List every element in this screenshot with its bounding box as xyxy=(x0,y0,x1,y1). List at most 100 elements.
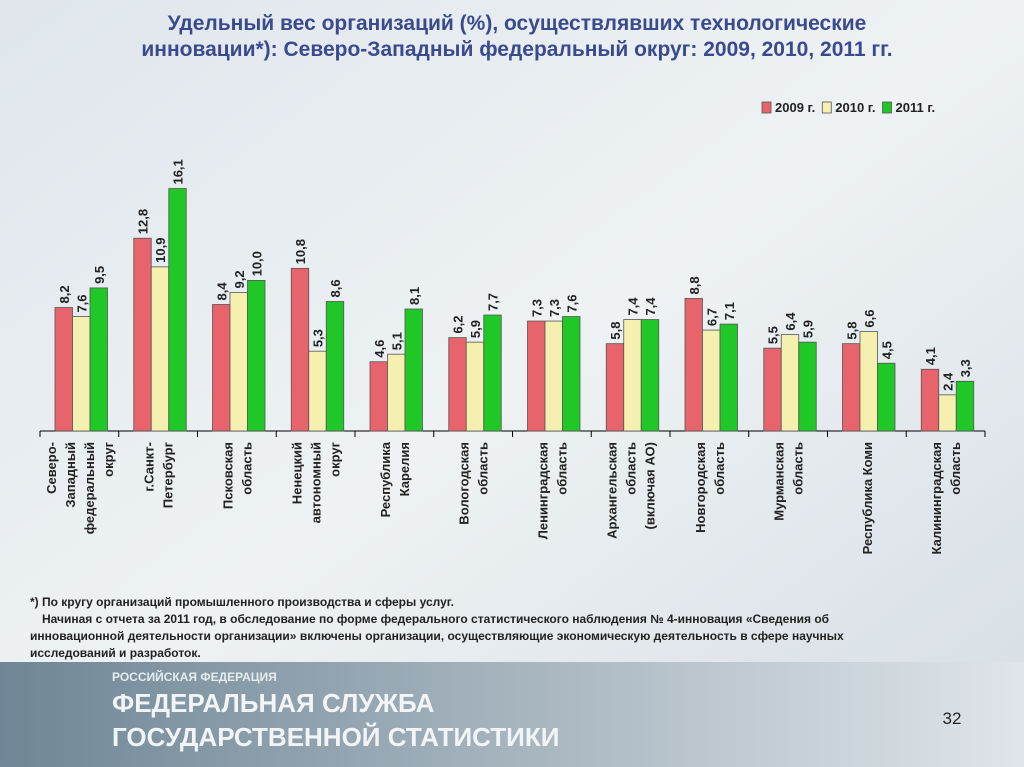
legend-swatch xyxy=(821,101,832,114)
value-label: 9,2 xyxy=(232,270,247,288)
page-number: 32 xyxy=(943,709,962,728)
value-label: 5,8 xyxy=(844,322,859,340)
bar xyxy=(308,350,327,432)
value-label: 7,4 xyxy=(643,297,658,316)
x-tick-label: Архангельская область (включая АО) xyxy=(605,442,658,539)
value-label: 4,5 xyxy=(879,341,894,359)
x-tick-label: г.Санкт- Петербург xyxy=(142,441,176,508)
value-label: 7,6 xyxy=(564,294,579,312)
bar xyxy=(168,188,187,432)
bar xyxy=(247,279,266,432)
bar xyxy=(842,343,861,432)
bar xyxy=(877,362,896,432)
legend-label: 2010 г. xyxy=(835,100,875,115)
value-label: 8,2 xyxy=(57,285,72,303)
value-label: 9,5 xyxy=(92,266,107,284)
x-tick-label: Республика Карелия xyxy=(378,441,412,517)
value-label: 8,6 xyxy=(328,279,343,297)
x-tick-label: Ненецкий автономный округ xyxy=(290,441,343,523)
x-tick-label: Северо- Западный федеральный округ xyxy=(44,441,116,534)
value-label: 5,3 xyxy=(311,329,326,347)
x-tick-label: Новгородская область xyxy=(693,442,727,533)
bar xyxy=(89,287,108,432)
footnote: Начиная с отчета за 2011 год, в обследов… xyxy=(42,612,829,626)
value-label: 3,3 xyxy=(958,359,973,377)
bar xyxy=(684,298,703,432)
bar xyxy=(798,341,817,432)
value-label: 8,8 xyxy=(687,276,702,294)
footer-line: ГОСУДАРСТВЕННОЙ СТАТИСТИКИ xyxy=(112,722,559,752)
bar xyxy=(527,320,546,432)
legend-swatch xyxy=(882,101,892,114)
bar xyxy=(859,331,878,432)
value-label: 10,0 xyxy=(249,251,264,276)
bar xyxy=(448,337,467,432)
value-label: 6,2 xyxy=(451,316,466,334)
bar xyxy=(290,267,310,432)
bar xyxy=(133,237,152,432)
bar xyxy=(702,329,721,432)
footnote: *) По кругу организаций промышленного пр… xyxy=(30,595,454,609)
bar xyxy=(369,361,388,432)
bar xyxy=(623,319,642,432)
value-label: 7,4 xyxy=(626,297,641,316)
bar xyxy=(544,320,563,432)
x-tick-label: Калининградская область xyxy=(929,442,963,555)
bar xyxy=(404,308,423,432)
value-label: 6,7 xyxy=(704,308,719,326)
legend-label: 2011 г. xyxy=(896,100,936,115)
legend-swatch xyxy=(761,101,772,114)
value-label: 8,1 xyxy=(407,287,422,305)
footnote: инновационной деятельности организации» … xyxy=(30,629,844,643)
bar xyxy=(938,394,957,432)
value-label: 6,6 xyxy=(862,310,877,328)
value-label: 5,9 xyxy=(468,320,483,338)
value-label: 5,9 xyxy=(801,320,816,338)
bar xyxy=(387,353,406,432)
bar xyxy=(54,307,73,432)
x-tick-label: Республика Коми xyxy=(860,442,875,554)
footer-line: ФЕДЕРАЛЬНАЯ СЛУЖБА xyxy=(112,688,435,718)
x-tick-label: Псковская область xyxy=(220,442,254,509)
value-label: 5,5 xyxy=(766,326,781,344)
value-label: 6,4 xyxy=(783,312,798,331)
value-label: 10,8 xyxy=(293,239,308,264)
value-label: 4,1 xyxy=(923,347,938,365)
footer-top: РОССИЙСКАЯ ФЕДЕРАЦИЯ xyxy=(112,669,277,684)
bar xyxy=(229,292,248,432)
legend-label: 2009 г. xyxy=(775,100,815,115)
value-label: 10,9 xyxy=(153,238,168,263)
value-label: 16,1 xyxy=(171,159,186,184)
bar xyxy=(780,334,800,432)
bar xyxy=(212,304,231,432)
bar xyxy=(465,341,485,432)
bar xyxy=(483,314,502,432)
chart-title: Удельный вес организаций (%), осуществля… xyxy=(141,12,892,61)
value-label: 2,4 xyxy=(941,372,956,391)
bar xyxy=(640,319,660,432)
value-label: 7,1 xyxy=(722,302,737,320)
value-label: 7,6 xyxy=(74,294,89,312)
bar xyxy=(605,343,625,432)
footer-band xyxy=(0,662,1024,767)
bar xyxy=(955,380,975,432)
bar xyxy=(719,323,738,432)
value-label: 12,8 xyxy=(136,209,151,234)
value-label: 5,8 xyxy=(608,322,623,340)
bar xyxy=(150,266,170,432)
footnote: исследований и разработок. xyxy=(30,646,201,660)
x-tick-label: Ленинградская область xyxy=(535,442,569,539)
bar xyxy=(72,316,91,432)
x-tick-label: Вологодская область xyxy=(457,442,491,525)
value-label: 4,6 xyxy=(372,340,387,358)
value-label: 8,4 xyxy=(214,282,229,301)
bar xyxy=(763,347,782,432)
value-label: 7,3 xyxy=(547,299,562,317)
value-label: 7,7 xyxy=(486,293,501,311)
x-tick-label: Мурманская область xyxy=(772,442,806,521)
bar xyxy=(325,301,345,432)
bar xyxy=(920,368,940,432)
value-label: 5,1 xyxy=(389,332,404,350)
